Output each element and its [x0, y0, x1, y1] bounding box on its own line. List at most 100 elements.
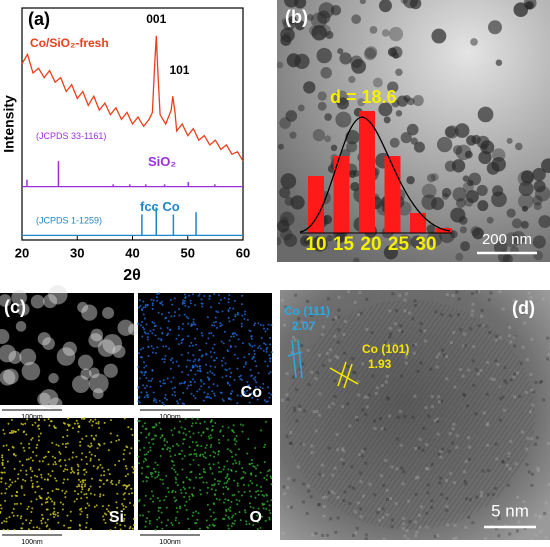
signal-dot — [265, 400, 268, 403]
reference-label: (JCPDS 33-1161) — [36, 131, 106, 141]
signal-dot — [137, 386, 140, 389]
noise — [512, 372, 516, 376]
signal-dot — [0, 471, 3, 474]
signal-dot — [223, 465, 226, 468]
signal-dot — [143, 422, 146, 425]
noise — [374, 391, 378, 395]
signal-dot — [137, 455, 140, 458]
noise — [502, 408, 506, 412]
signal-dot — [20, 422, 23, 425]
signal-dot — [239, 374, 242, 377]
signal-dot — [200, 380, 203, 383]
noise — [389, 496, 393, 500]
signal-dot — [149, 329, 152, 332]
signal-dot — [248, 462, 251, 465]
signal-dot — [107, 504, 110, 507]
signal-dot — [213, 324, 216, 327]
noise — [467, 458, 471, 462]
noise — [358, 291, 362, 295]
signal-dot — [123, 449, 126, 452]
particle — [426, 173, 436, 183]
signal-dot — [270, 499, 273, 502]
signal-dot — [197, 512, 200, 515]
particle — [49, 397, 63, 411]
signal-dot — [224, 368, 227, 371]
signal-dot — [147, 346, 150, 349]
signal-dot — [75, 455, 78, 458]
noise — [471, 521, 475, 525]
signal-dot — [183, 496, 186, 499]
signal-dot — [191, 441, 194, 444]
noise — [452, 537, 456, 540]
signal-dot — [268, 392, 271, 395]
signal-dot — [138, 401, 141, 404]
signal-dot — [173, 315, 176, 318]
particle — [48, 285, 68, 305]
noise — [354, 531, 358, 535]
signal-dot — [163, 439, 166, 442]
signal-dot — [191, 417, 194, 420]
signal-dot — [269, 370, 272, 373]
signal-dot — [125, 487, 128, 490]
signal-dot — [22, 478, 25, 481]
noise — [361, 408, 365, 412]
noise — [448, 432, 452, 436]
noise — [468, 498, 472, 502]
noise — [542, 398, 546, 402]
signal-dot — [253, 324, 256, 327]
noise — [342, 499, 346, 503]
particle — [316, 47, 332, 64]
plane-spacing: 1.93 — [368, 357, 392, 371]
signal-dot — [151, 475, 154, 478]
signal-dot — [142, 326, 145, 329]
signal-dot — [160, 313, 163, 316]
signal-dot — [238, 511, 241, 514]
noise — [331, 473, 335, 477]
signal-dot — [209, 468, 212, 471]
signal-dot — [195, 452, 198, 455]
signal-dot — [152, 347, 155, 350]
particle — [525, 1, 535, 10]
signal-dot — [228, 367, 231, 370]
signal-dot — [95, 422, 98, 425]
noise — [509, 440, 513, 444]
signal-dot — [70, 468, 73, 471]
signal-dot — [198, 365, 201, 368]
signal-dot — [264, 360, 267, 363]
signal-dot — [218, 480, 221, 483]
signal-dot — [64, 464, 67, 467]
signal-dot — [163, 444, 166, 447]
signal-dot — [160, 511, 163, 514]
noise — [321, 538, 325, 540]
noise — [385, 488, 389, 492]
signal-dot — [266, 386, 269, 389]
signal-dot — [240, 379, 243, 382]
signal-dot — [181, 468, 184, 471]
signal-dot — [183, 293, 186, 296]
signal-dot — [90, 442, 93, 445]
signal-dot — [246, 452, 249, 455]
signal-dot — [225, 485, 228, 488]
signal-dot — [154, 399, 157, 402]
signal-dot — [169, 299, 172, 302]
particle — [436, 136, 453, 153]
signal-dot — [115, 439, 118, 442]
signal-dot — [155, 424, 158, 427]
signal-dot — [229, 449, 232, 452]
particle — [90, 328, 104, 342]
particle — [532, 195, 543, 206]
particle — [97, 339, 116, 357]
noise — [532, 390, 536, 394]
noise — [475, 495, 479, 499]
particle — [322, 214, 333, 225]
signal-dot — [35, 454, 38, 457]
signal-dot — [137, 365, 140, 368]
signal-dot — [138, 395, 141, 398]
signal-dot — [155, 401, 158, 404]
signal-dot — [184, 492, 187, 495]
signal-dot — [61, 442, 64, 445]
signal-dot — [107, 468, 110, 471]
reference-name: SiO₂ — [148, 154, 176, 169]
signal-dot — [47, 418, 50, 421]
noise — [355, 415, 359, 419]
